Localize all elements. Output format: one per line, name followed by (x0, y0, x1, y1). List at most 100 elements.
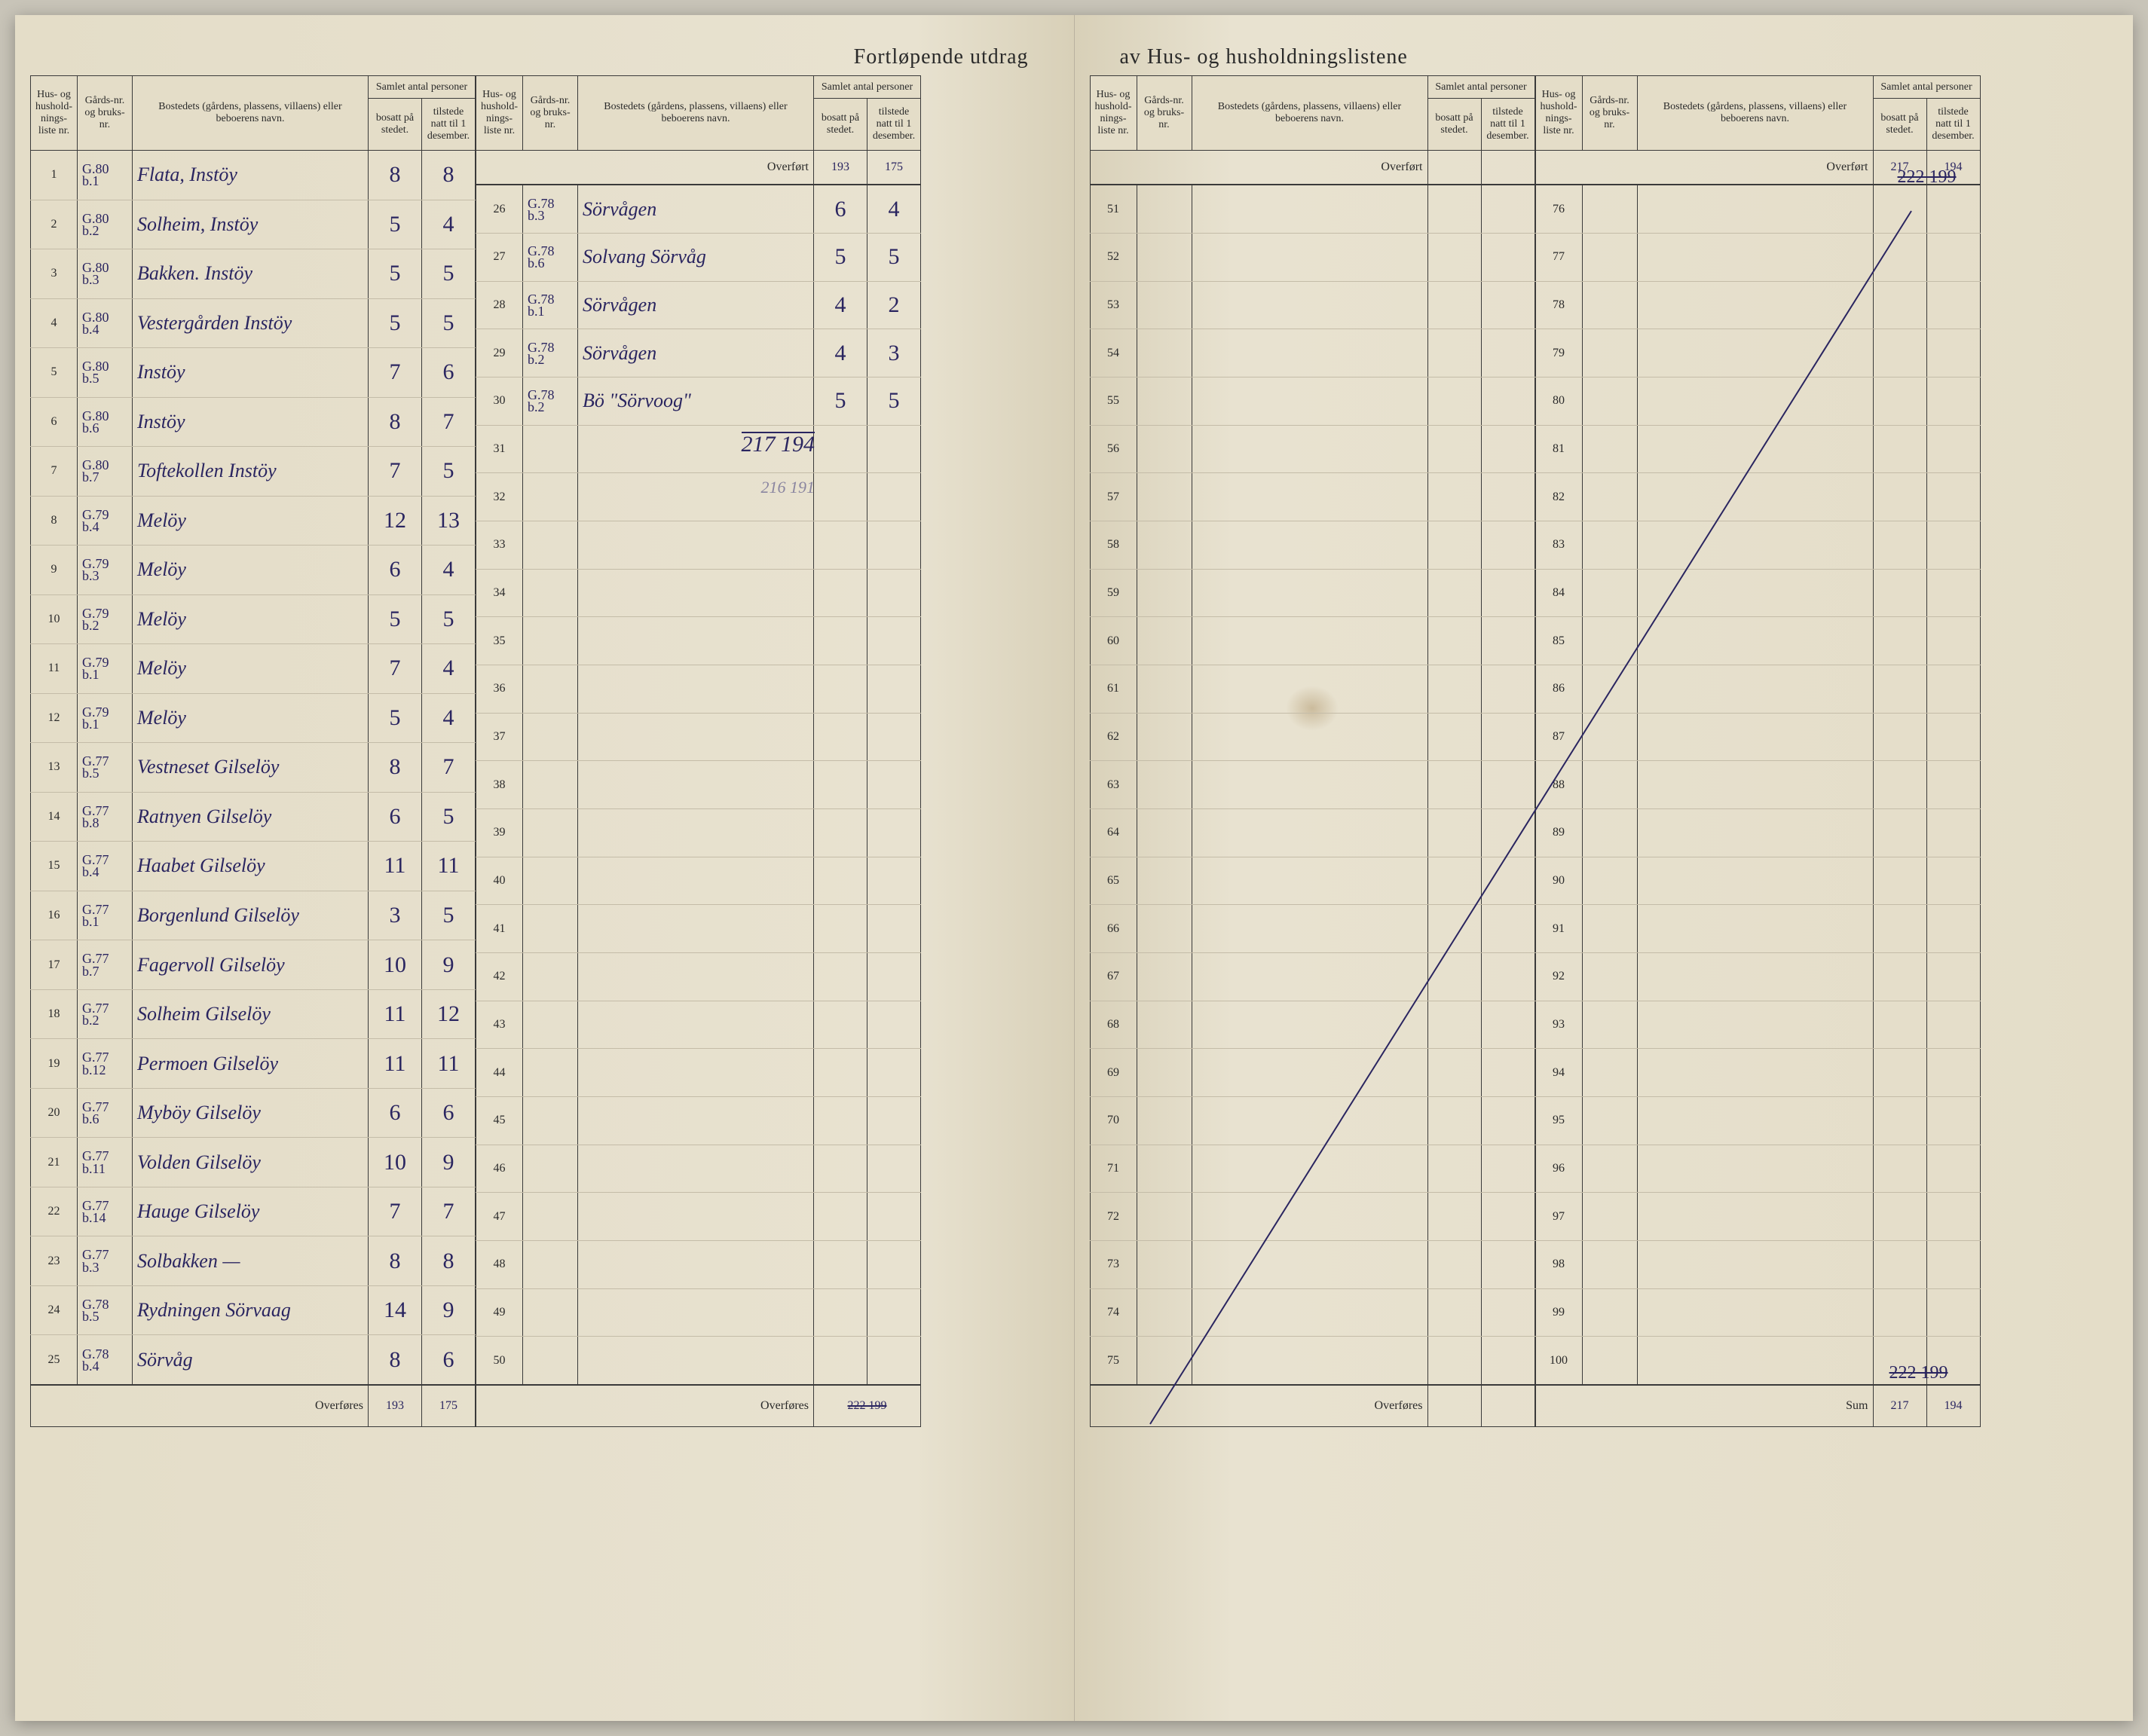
row-bosatt: 10 (369, 1138, 422, 1187)
table-row: 64 (1090, 809, 1535, 857)
row-tilstede: 4 (422, 546, 476, 595)
row-bosatt: 4 (814, 329, 867, 377)
table-row: 68 (1090, 1001, 1535, 1049)
table-row: 47 (476, 1193, 921, 1241)
row-gnr: G.77b.8 (78, 792, 133, 842)
row-nr: 83 (1535, 521, 1582, 570)
table-row: 11G.79b.1Melöy74 (31, 644, 476, 694)
table-row: 62 (1090, 713, 1535, 761)
table-row: 9G.79b.3Melöy64 (31, 546, 476, 595)
row-nr: 80 (1535, 377, 1582, 426)
row-nr: 91 (1535, 905, 1582, 953)
row-name (1637, 857, 1873, 905)
row-tilstede (1926, 809, 1980, 857)
overfores-label: Overføres (476, 1385, 814, 1427)
row-name: Hauge Gilselöy (133, 1187, 369, 1236)
table-row: 90 (1535, 857, 1980, 905)
row-nr: 95 (1535, 1096, 1582, 1145)
row-gnr (1137, 665, 1192, 714)
row-gnr: G.80b.7 (78, 447, 133, 497)
row-bosatt (1427, 473, 1481, 521)
row-gnr (1582, 952, 1637, 1001)
table-row: 40 (476, 857, 921, 905)
row-tilstede: 7 (422, 397, 476, 447)
row-tilstede (867, 569, 921, 617)
row-tilstede (867, 713, 921, 761)
row-name (578, 1049, 814, 1097)
row-nr: 6 (31, 397, 78, 447)
row-nr: 16 (31, 891, 78, 940)
table-row: 84 (1535, 569, 1980, 617)
row-tilstede (867, 1193, 921, 1241)
row-tilstede (1926, 761, 1980, 809)
row-gnr: G.79b.2 (78, 594, 133, 644)
table-row: 23G.77b.3Solbakken —88 (31, 1236, 476, 1286)
row-tilstede: 11 (422, 842, 476, 891)
row-tilstede (1481, 377, 1535, 426)
table-row: 76 (1535, 185, 1980, 233)
table-row: 86 (1535, 665, 1980, 714)
row-nr: 13 (31, 743, 78, 793)
row-bosatt (1873, 569, 1926, 617)
row-bosatt (1873, 521, 1926, 570)
row-tilstede (1481, 1288, 1535, 1337)
row-name: Melöy (133, 644, 369, 694)
table-row: 7G.80b.7Toftekollen Instöy75 (31, 447, 476, 497)
row-bosatt (1427, 665, 1481, 714)
row-name (578, 857, 814, 905)
row-gnr (1582, 857, 1637, 905)
table-row: 33 (476, 521, 921, 570)
row-nr: 17 (31, 940, 78, 990)
row-tilstede (1481, 425, 1535, 473)
row-nr: 14 (31, 792, 78, 842)
table-row: 6G.80b.6Instöy87 (31, 397, 476, 447)
row-nr: 89 (1535, 809, 1582, 857)
row-name (1637, 617, 1873, 665)
overfores-row-1: Overføres 193 175 (31, 1385, 476, 1427)
hdr-name: Bostedets (gårdens, plassens, villaens) … (1637, 76, 1873, 151)
row-tilstede (1926, 1240, 1980, 1288)
row-nr: 47 (476, 1193, 523, 1241)
row-bosatt: 6 (369, 546, 422, 595)
row-bosatt (1873, 1288, 1926, 1337)
row-name: Rydningen Sörvaag (133, 1285, 369, 1335)
row-nr: 27 (476, 234, 523, 282)
row-gnr (523, 569, 578, 617)
sum-t: 194 (1926, 1385, 1980, 1427)
row-name: Instöy (133, 348, 369, 398)
row-bosatt (1427, 905, 1481, 953)
table-row: 79 (1535, 329, 1980, 377)
row-tilstede (867, 905, 921, 953)
row-bosatt (1873, 1193, 1926, 1241)
hdr-liste-nr: Hus- og hushold-nings-liste nr. (31, 76, 78, 151)
row-gnr (1137, 473, 1192, 521)
row-nr: 43 (476, 1001, 523, 1049)
row-gnr (1137, 905, 1192, 953)
row-name (1192, 809, 1427, 857)
row-nr: 34 (476, 569, 523, 617)
table-row: 43 (476, 1001, 921, 1049)
table-row: 80 (1535, 377, 1980, 426)
row-bosatt: 8 (369, 151, 422, 200)
table-row: 20G.77b.6Myböy Gilselöy66 (31, 1088, 476, 1138)
row-bosatt (1427, 809, 1481, 857)
row-name (578, 1096, 814, 1145)
row-bosatt (814, 761, 867, 809)
row-nr: 52 (1090, 234, 1137, 282)
row-gnr (1137, 1288, 1192, 1337)
row-tilstede (1481, 905, 1535, 953)
row-nr: 28 (476, 281, 523, 329)
row-tilstede (867, 425, 921, 473)
row-bosatt (1873, 234, 1926, 282)
row-tilstede (867, 1049, 921, 1097)
table-row: 42 (476, 952, 921, 1001)
hdr-tilstede: tilstede natt til 1 desember. (1481, 99, 1535, 151)
row-name (1192, 521, 1427, 570)
row-gnr: G.77b.6 (78, 1088, 133, 1138)
table-row: 57 (1090, 473, 1535, 521)
row-gnr (1582, 1337, 1637, 1385)
row-tilstede (1481, 281, 1535, 329)
row-nr: 18 (31, 989, 78, 1039)
row-tilstede: 8 (422, 151, 476, 200)
row-tilstede (1481, 185, 1535, 233)
